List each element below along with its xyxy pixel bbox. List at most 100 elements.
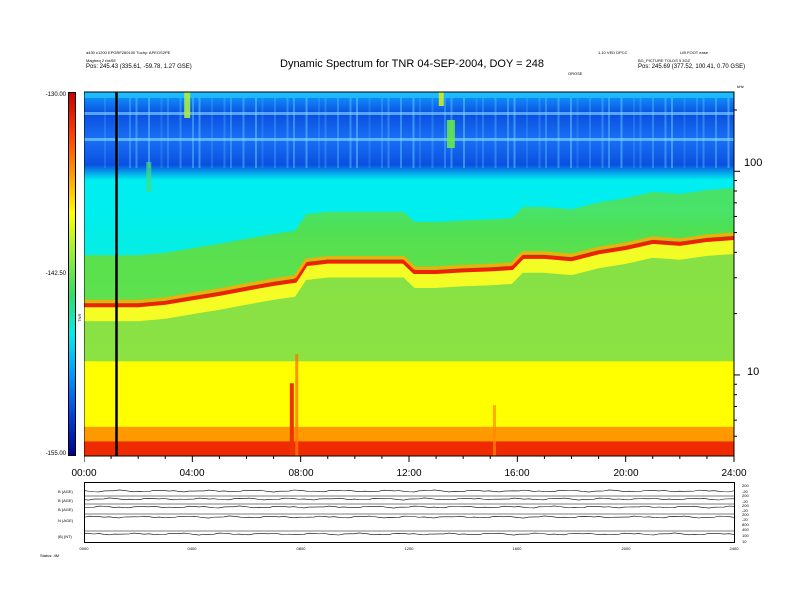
streak — [412, 98, 415, 168]
yellow-band — [84, 238, 734, 322]
aux-right-tick-4: -20 — [742, 499, 748, 504]
orange-floor — [84, 426, 734, 442]
aux-x-tick-1600: 1600 — [512, 546, 522, 551]
x-tick-0800: 08:00 — [288, 468, 314, 479]
aux-label-2: B (AGE) — [58, 498, 73, 503]
aux-trace — [84, 489, 735, 493]
y-tick-100: 100 — [744, 157, 763, 169]
aux-x-tick-0400: 0400 — [187, 546, 197, 551]
cyan-region — [84, 179, 734, 256]
streak — [463, 98, 465, 168]
streak — [368, 98, 371, 168]
colorbar — [68, 92, 76, 456]
aux-label-1: B (AGE) — [58, 489, 73, 494]
red-floor — [84, 441, 734, 456]
streak — [160, 98, 163, 168]
colorbar-tick-mid: -142.50 — [45, 271, 66, 277]
streak — [293, 98, 295, 168]
spike — [295, 354, 299, 456]
aux-trace — [84, 497, 735, 501]
aux-label-3: B (AGE) — [58, 507, 73, 512]
burst — [446, 120, 455, 148]
spectrogram — [84, 91, 740, 462]
status-footer: Status: 4M — [40, 553, 60, 558]
green-region — [84, 254, 734, 362]
x-tick-2400: 24:00 — [721, 468, 747, 479]
streak — [349, 98, 352, 168]
streak — [400, 98, 402, 168]
aux-trace — [84, 505, 735, 509]
streak — [494, 98, 497, 168]
left-cursor-readout: Pos: 245.43 (335.61, -59.78, 1.27 GSE) — [86, 64, 192, 70]
streak — [104, 98, 106, 168]
aux-x-tick-2000: 2000 — [621, 546, 631, 551]
right-header-line3: BG_PICTURE TOLDS 5 3GZ — [638, 58, 691, 63]
streak — [620, 98, 623, 168]
x-tick-1200: 12:00 — [396, 468, 422, 479]
right-cursor-readout: Pos: 245.69 (377.52, 100.41, 0.70 GSE) — [638, 64, 746, 70]
streak — [192, 98, 194, 168]
streak — [274, 98, 276, 168]
aux-x-tick-2400: 2400 — [729, 546, 739, 551]
aux-label-4: N (AGE) — [58, 518, 74, 523]
streak — [444, 98, 446, 168]
streak — [475, 98, 478, 168]
streak — [683, 98, 686, 168]
streak — [286, 98, 289, 168]
aux-x-tick-0000: 0000 — [79, 546, 89, 551]
streak — [538, 98, 541, 168]
streak — [576, 98, 579, 168]
streak — [211, 98, 213, 168]
streak — [513, 98, 516, 168]
aux-right-tick-1: 200 — [742, 483, 749, 488]
streak — [198, 98, 201, 168]
green-band — [84, 188, 734, 306]
aux-right-tick-7: 200 — [742, 512, 749, 517]
streak — [570, 98, 572, 168]
streak — [482, 98, 484, 168]
x-tick-0400: 04:00 — [179, 468, 205, 479]
aux-trace — [84, 515, 735, 519]
chart-title: Dynamic Spectrum for TNR 04-SEP-2004, DO… — [280, 58, 545, 70]
streak — [589, 98, 591, 168]
aux-frame — [84, 482, 735, 543]
streak — [601, 98, 604, 168]
streak — [664, 98, 667, 168]
colorbar-label: TNR — [77, 313, 82, 322]
spike — [492, 405, 496, 456]
right-header-line2: LIB FOOT ease — [680, 50, 708, 55]
streak — [727, 98, 730, 168]
aux-right-tick-10: 400 — [742, 527, 749, 532]
streak — [715, 98, 717, 168]
aux-right-tick-6: -20 — [742, 508, 748, 513]
y-tick-10: 10 — [747, 366, 760, 378]
burst — [184, 92, 191, 118]
x-tick-0000: 00:00 — [71, 468, 97, 479]
band — [84, 112, 734, 115]
aux-right-tick-9: 800 — [742, 522, 749, 527]
streak — [129, 98, 131, 168]
streak — [223, 98, 226, 168]
streak — [633, 98, 635, 168]
streak — [419, 98, 421, 168]
streak — [318, 98, 320, 168]
right-header-line1: 1.10 VED DPCC — [598, 50, 628, 55]
band — [84, 138, 734, 141]
aux-right-tick-2: -20 — [742, 489, 748, 494]
streak — [431, 98, 434, 168]
streak — [261, 98, 264, 168]
aux-label-5: |B| (NT) — [58, 534, 72, 539]
x-tick-1600: 16:00 — [504, 468, 530, 479]
spike — [289, 383, 294, 456]
streak — [337, 98, 339, 168]
streak — [387, 98, 390, 168]
plasma-line-halo — [84, 232, 735, 303]
streak — [702, 98, 705, 168]
aux-x-tick-1200: 1200 — [404, 546, 414, 551]
x-tick-2000: 20:00 — [613, 468, 639, 479]
streak — [526, 98, 528, 168]
burst — [438, 92, 444, 106]
streak — [608, 98, 610, 168]
aux-right-tick-5: 200 — [742, 503, 749, 508]
aux-x-tick-0800: 0800 — [296, 546, 306, 551]
